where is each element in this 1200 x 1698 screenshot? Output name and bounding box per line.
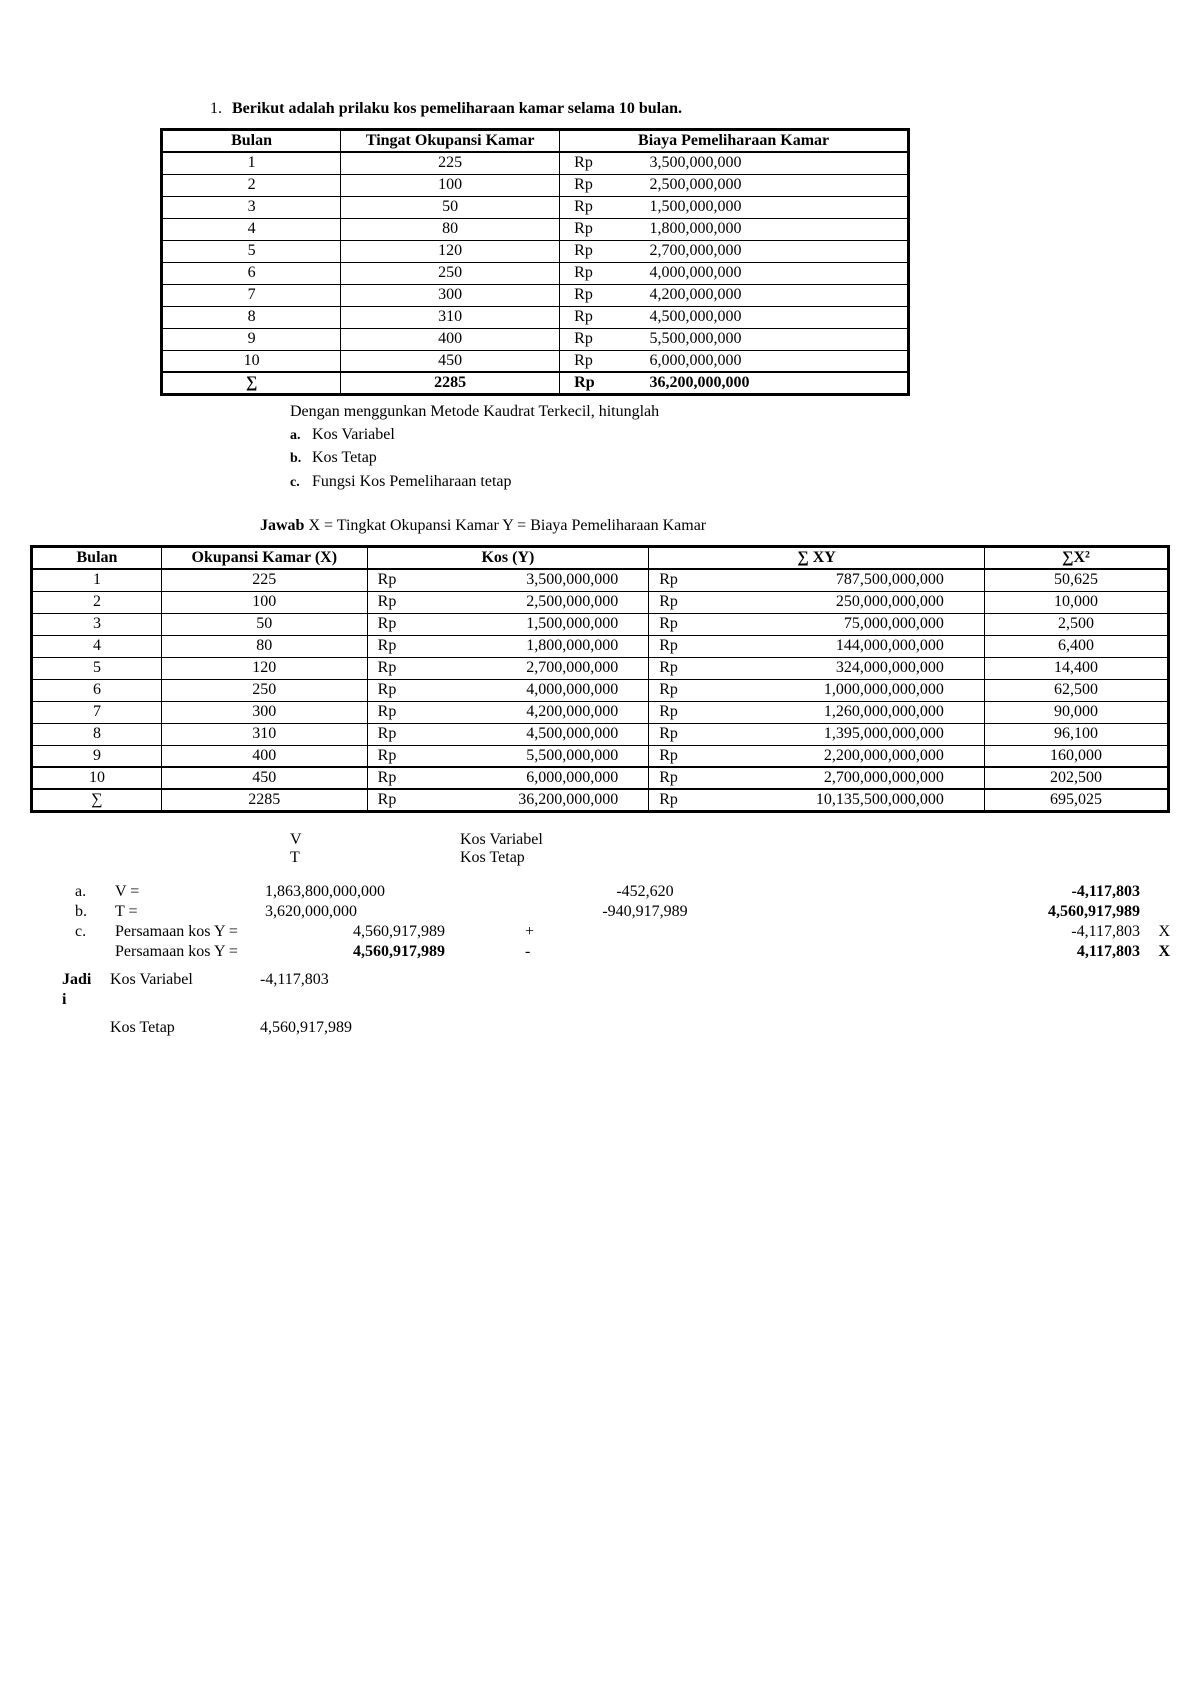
th2-y: Kos (Y) bbox=[367, 547, 649, 570]
table-row: 10450Rp6,000,000,000 bbox=[162, 350, 909, 372]
intro-text: Dengan menggunkan Metode Kaudrat Terkeci… bbox=[290, 400, 1170, 423]
table-row: 9400Rp5,500,000,000Rp2,200,000,000,00016… bbox=[32, 745, 1169, 767]
v-symbol: V bbox=[290, 831, 460, 849]
t-symbol: T bbox=[290, 849, 460, 867]
item-a: Kos Variabel bbox=[312, 426, 395, 443]
th-biaya: Biaya Pemeliharaan Kamar bbox=[560, 130, 909, 153]
row-c2: Persamaan kos Y = 4,560,917,989 - 4,117,… bbox=[75, 943, 1170, 961]
table-row: 9400Rp5,500,000,000 bbox=[162, 328, 909, 350]
v-label: Kos Variabel bbox=[460, 831, 543, 849]
table-row: 8310Rp4,500,000,000Rp1,395,000,000,00096… bbox=[32, 723, 1169, 745]
table-row: 1225Rp3,500,000,000Rp787,500,000,00050,6… bbox=[32, 569, 1169, 591]
jawab-text: X = Tingkat Okupansi Kamar Y = Biaya Pem… bbox=[304, 517, 706, 534]
answer-heading: Jawab X = Tingkat Okupansi Kamar Y = Bia… bbox=[260, 517, 1170, 535]
row-c1: c. Persamaan kos Y = 4,560,917,989 + -4,… bbox=[75, 923, 1170, 941]
table-row: 1225Rp3,500,000,000 bbox=[162, 152, 909, 174]
table-row: 5120Rp2,700,000,000 bbox=[162, 240, 909, 262]
t-label: Kos Tetap bbox=[460, 849, 525, 867]
table-row: 5120Rp2,700,000,000Rp324,000,000,00014,4… bbox=[32, 657, 1169, 679]
answers-block: a. V = 1,863,800,000,000 -452,620 -4,117… bbox=[75, 883, 1170, 961]
table-row: 480Rp1,800,000,000 bbox=[162, 218, 909, 240]
question-title: 1. Berikut adalah prilaku kos pemelihara… bbox=[210, 100, 1170, 118]
table-row: 350Rp1,500,000,000Rp75,000,000,0002,500 bbox=[32, 613, 1169, 635]
table-row: 8310Rp4,500,000,000 bbox=[162, 306, 909, 328]
th-bulan: Bulan bbox=[162, 130, 341, 153]
table-row: 2100Rp2,500,000,000Rp250,000,000,00010,0… bbox=[32, 591, 1169, 613]
item-c: Fungsi Kos Pemeliharaan tetap bbox=[312, 473, 512, 490]
th2-x2: ∑X² bbox=[984, 547, 1168, 570]
th2-bulan: Bulan bbox=[32, 547, 162, 570]
table-row: 6250Rp4,000,000,000Rp1,000,000,000,00062… bbox=[32, 679, 1169, 701]
row-a: a. V = 1,863,800,000,000 -452,620 -4,117… bbox=[75, 883, 1170, 901]
table-row: 10450Rp6,000,000,000Rp2,700,000,000,0002… bbox=[32, 767, 1169, 789]
item-b: Kos Tetap bbox=[312, 449, 377, 466]
title-text: Berikut adalah prilaku kos pemeliharaan … bbox=[232, 100, 678, 117]
table-input-data: Bulan Tingat Okupansi Kamar Biaya Pemeli… bbox=[160, 128, 910, 396]
th-tingat: Tingat Okupansi Kamar bbox=[341, 130, 560, 153]
table-row: 6250Rp4,000,000,000 bbox=[162, 262, 909, 284]
table-row: 2100Rp2,500,000,000 bbox=[162, 174, 909, 196]
table-sum-row: ∑2285Rp36,200,000,000Rp10,135,500,000,00… bbox=[32, 789, 1169, 812]
title-number: 1. bbox=[210, 100, 228, 118]
jawab-label: Jawab bbox=[260, 517, 304, 534]
th2-xy: ∑ XY bbox=[649, 547, 985, 570]
table-row: 7300Rp4,200,000,000 bbox=[162, 284, 909, 306]
table-calculation: Bulan Okupansi Kamar (X) Kos (Y) ∑ XY ∑X… bbox=[30, 545, 1170, 813]
th2-x: Okupansi Kamar (X) bbox=[161, 547, 367, 570]
table-row: 350Rp1,500,000,000 bbox=[162, 196, 909, 218]
summary-block: Jadi Kos Variabel -4,117,803 i Kos Tetap… bbox=[62, 971, 1170, 1037]
row-b: b. T = 3,620,000,000 -940,917,989 4,560,… bbox=[75, 903, 1170, 921]
vt-legend: VKos Variabel TKos Tetap bbox=[290, 831, 1170, 867]
table-row: 7300Rp4,200,000,000Rp1,260,000,000,00090… bbox=[32, 701, 1169, 723]
question-subitems: Dengan menggunkan Metode Kaudrat Terkeci… bbox=[290, 400, 1170, 493]
table-row: 480Rp1,800,000,000Rp144,000,000,0006,400 bbox=[32, 635, 1169, 657]
table-sum-row: ∑2285Rp36,200,000,000 bbox=[162, 372, 909, 395]
